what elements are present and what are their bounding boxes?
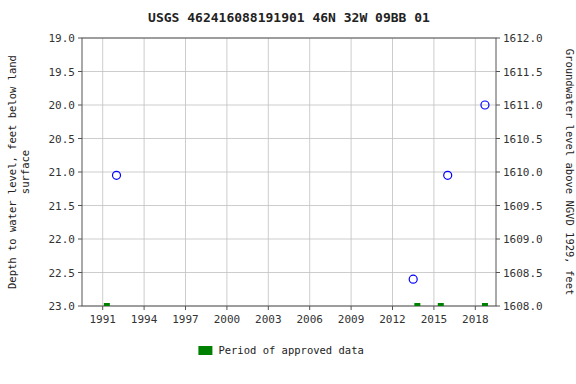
tick-label: 19.0 xyxy=(49,32,76,45)
tick xyxy=(185,306,186,310)
tick-label: 20.0 xyxy=(49,99,76,112)
tick-label: 19.5 xyxy=(49,66,76,79)
tick-label: 1608.5 xyxy=(503,267,543,280)
axis-label: Depth to water level, feet below landsur… xyxy=(6,55,31,289)
tick-label: 2009 xyxy=(338,313,365,326)
tick xyxy=(496,38,500,39)
grid-line xyxy=(82,205,496,206)
tick xyxy=(78,138,82,139)
point xyxy=(409,275,417,283)
tick-label: 1610.0 xyxy=(503,166,543,179)
tick xyxy=(268,306,269,310)
legend: Period of approved data xyxy=(198,344,363,356)
tick-label: 21.5 xyxy=(49,200,76,213)
point xyxy=(444,171,452,179)
axis-label: Groundwater level above NGVD 1929, feet xyxy=(564,49,576,296)
chart: 1991 1994 1997 2000 2003 2006 2009 2012 2015 2018… xyxy=(0,0,576,384)
tick-label: 1994 xyxy=(131,313,158,326)
tick-label: 1997 xyxy=(172,313,199,326)
grid-line xyxy=(82,172,496,173)
point xyxy=(113,171,121,179)
tick xyxy=(392,306,393,310)
tick-label: 1991 xyxy=(89,313,116,326)
title: USGS 462416088191901 46N 32W 09BB 01 xyxy=(148,10,430,25)
axes: 1991 1994 1997 2000 2003 2006 2009 2012 2015 2018… xyxy=(49,32,543,326)
point xyxy=(438,303,444,306)
point xyxy=(414,303,420,306)
grid xyxy=(82,38,496,306)
tick-label: 22.0 xyxy=(49,233,76,246)
grid-line xyxy=(82,239,496,240)
tick-label: 1609.0 xyxy=(503,233,543,246)
point xyxy=(482,303,488,306)
legend-label: Period of approved data xyxy=(218,344,363,356)
tick-label: 2012 xyxy=(379,313,406,326)
tick-label: 2015 xyxy=(421,313,448,326)
tick xyxy=(496,205,500,206)
tick xyxy=(496,138,500,139)
tick-label: 1608.0 xyxy=(503,300,543,313)
grid-line xyxy=(82,138,496,139)
grid-line xyxy=(82,71,496,72)
tick xyxy=(433,306,434,310)
tick-label: 2018 xyxy=(462,313,489,326)
tick-label: 1610.5 xyxy=(503,133,543,146)
tick-label: 22.5 xyxy=(49,267,76,280)
point xyxy=(481,101,489,109)
tick-label: 23.0 xyxy=(49,300,76,313)
plot-frame xyxy=(82,38,496,306)
point xyxy=(104,303,110,306)
series xyxy=(113,101,489,283)
tick xyxy=(496,239,500,240)
tick xyxy=(226,306,227,310)
plot-area xyxy=(82,38,496,306)
tick xyxy=(78,172,82,173)
tick xyxy=(496,172,500,173)
legend-swatch xyxy=(198,346,212,355)
tick-label: 21.0 xyxy=(49,166,76,179)
tick xyxy=(144,306,145,310)
tick-label: 20.5 xyxy=(49,133,76,146)
tick xyxy=(78,272,82,273)
grid-line xyxy=(82,272,496,273)
tick-label: 2006 xyxy=(296,313,323,326)
tick xyxy=(496,105,500,106)
tick xyxy=(78,205,82,206)
tick xyxy=(309,306,310,310)
tick-label: 2000 xyxy=(214,313,241,326)
tick xyxy=(351,306,352,310)
tick xyxy=(496,306,500,307)
tick xyxy=(78,71,82,72)
tick xyxy=(78,38,82,39)
tick-label: 1611.5 xyxy=(503,66,543,79)
series xyxy=(104,303,488,306)
tick xyxy=(496,272,500,273)
tick xyxy=(78,105,82,106)
tick xyxy=(496,71,500,72)
tick-label: 1609.5 xyxy=(503,200,543,213)
data xyxy=(104,101,489,306)
tick xyxy=(475,306,476,310)
tick xyxy=(78,306,82,307)
tick-label: 1611.0 xyxy=(503,99,543,112)
tick-label: 2003 xyxy=(255,313,282,326)
grid-line xyxy=(82,105,496,106)
tick xyxy=(78,239,82,240)
tick-label: 1612.0 xyxy=(503,32,543,45)
tick xyxy=(102,306,103,310)
